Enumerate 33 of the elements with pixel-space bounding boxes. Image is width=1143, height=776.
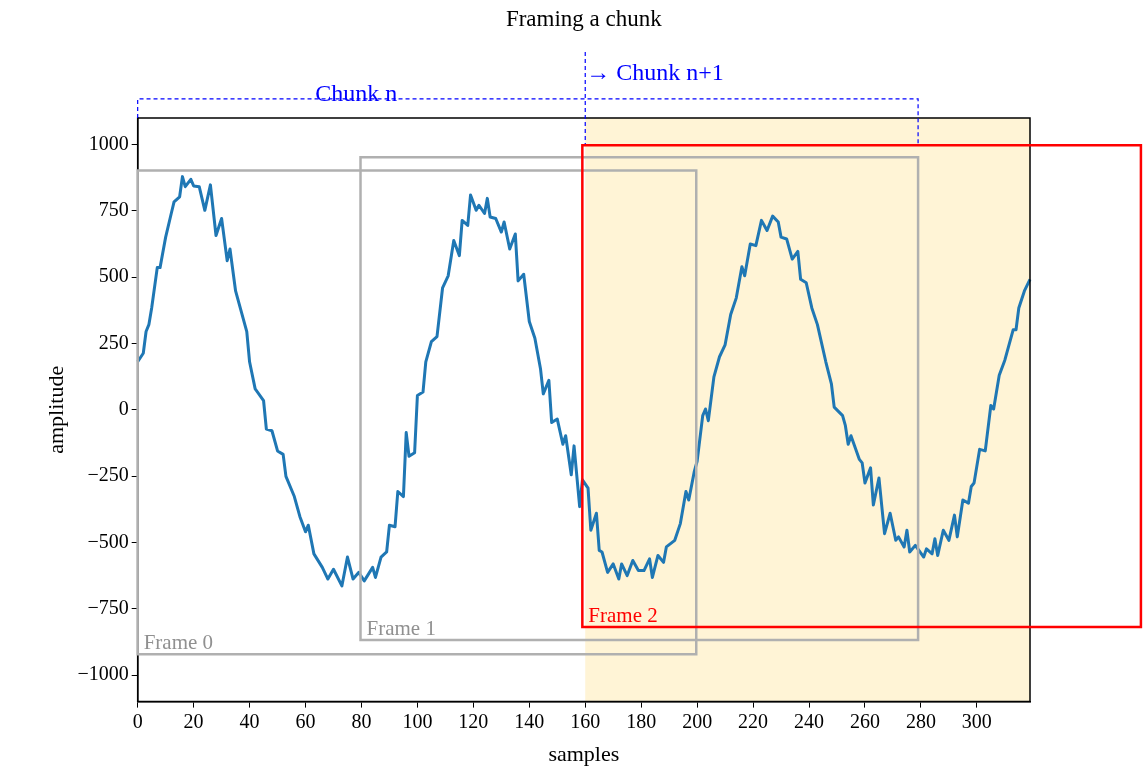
- y-tick-label: 0: [118, 397, 129, 420]
- annotation: Frame 2: [588, 603, 658, 628]
- x-tick-label: 60: [295, 709, 316, 732]
- x-tick-label: 260: [849, 709, 880, 732]
- ref-line-label: → Chunk n+1: [586, 59, 724, 85]
- chart-title: Framing a chunk: [505, 5, 663, 31]
- y-tick-label: 250: [98, 330, 129, 353]
- x-tick-label: 220: [738, 709, 769, 732]
- x-tick-label: 140: [514, 709, 545, 732]
- x-tick-label: 80: [351, 709, 372, 732]
- y-tick-label: 750: [98, 198, 129, 221]
- annotation: Frame 0: [143, 630, 214, 655]
- x-tick-label: 200: [682, 709, 713, 732]
- y-tick-label: 1000: [88, 131, 129, 154]
- x-tick-label: 0: [132, 709, 143, 732]
- x-tick-label: 280: [905, 709, 936, 732]
- y-tick-label: −750: [87, 596, 129, 618]
- x-tick-label: 300: [961, 709, 992, 732]
- y-tick-label: 500: [98, 264, 129, 287]
- y-tick-label: −250: [87, 463, 129, 486]
- annotation: Frame 1: [366, 616, 436, 641]
- y-tick-label: −500: [87, 529, 129, 552]
- x-axis-title: samples: [548, 740, 620, 766]
- x-tick-label: 120: [458, 709, 489, 732]
- y-tick-label: −1000: [77, 662, 129, 685]
- x-tick-label: 20: [183, 709, 204, 732]
- text: Chunk n: [315, 79, 398, 106]
- y-axis-title: amplitude: [42, 365, 68, 454]
- x-tick-label: 100: [402, 709, 433, 732]
- x-tick-label: 180: [626, 709, 657, 732]
- x-tick-label: 240: [794, 709, 825, 732]
- x-tick-label: 40: [239, 709, 260, 732]
- x-tick-label: 160: [570, 709, 601, 732]
